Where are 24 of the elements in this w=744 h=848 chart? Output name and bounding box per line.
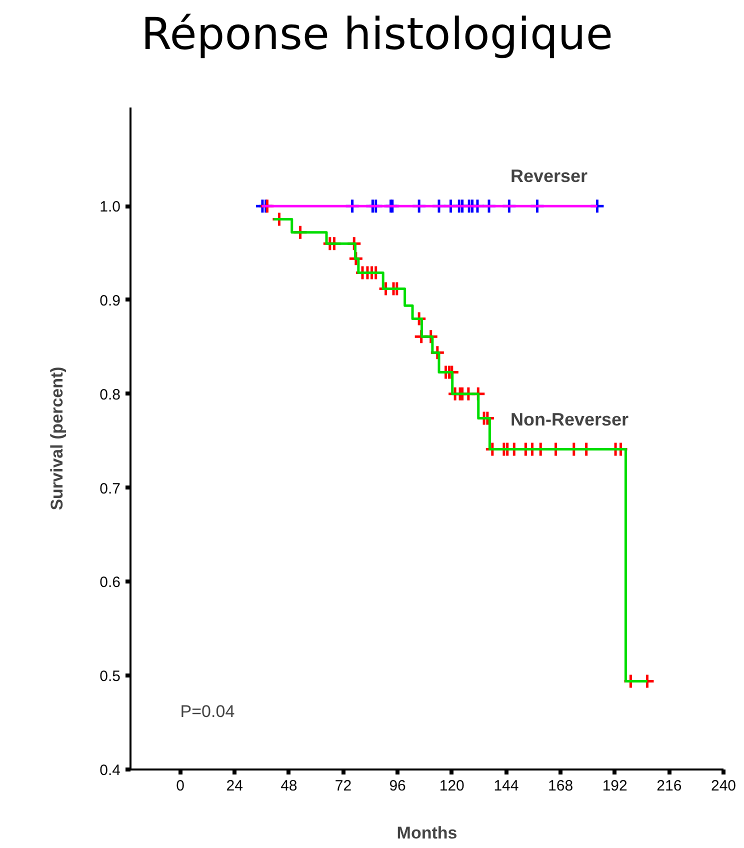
- x-tick-label: 96: [389, 778, 406, 794]
- x-axis-title: Months: [396, 824, 458, 842]
- y-tick-label: 0.7: [100, 480, 121, 498]
- y-tick-label: 0.6: [100, 574, 121, 592]
- y-axis-title: Survival (percent): [48, 366, 67, 510]
- y-tick-label: 0.5: [100, 668, 121, 686]
- annotation: P=0.04: [180, 702, 235, 721]
- chart-title: Réponse histologique: [141, 8, 613, 62]
- x-tick-label: 24: [226, 778, 243, 794]
- x-tick-label: 168: [548, 778, 574, 794]
- x-tick-label: 120: [439, 778, 464, 794]
- y-tick-label: 0.8: [100, 386, 121, 404]
- series-label: Reverser: [510, 166, 588, 186]
- y-tick-label: 1.0: [100, 198, 121, 216]
- x-tick-label: 72: [334, 778, 352, 794]
- x-tick-label: 48: [280, 778, 298, 794]
- y-tick-label: 0.9: [100, 292, 121, 310]
- x-tick-label: 240: [710, 778, 736, 794]
- x-tick-label: 0: [176, 778, 184, 794]
- x-tick-label: 216: [656, 778, 682, 794]
- x-tick-label: 144: [494, 778, 519, 794]
- x-tick-label: 192: [602, 778, 628, 794]
- y-tick-label: 0.4: [100, 762, 121, 779]
- series-label: Non-Reverser: [510, 409, 629, 430]
